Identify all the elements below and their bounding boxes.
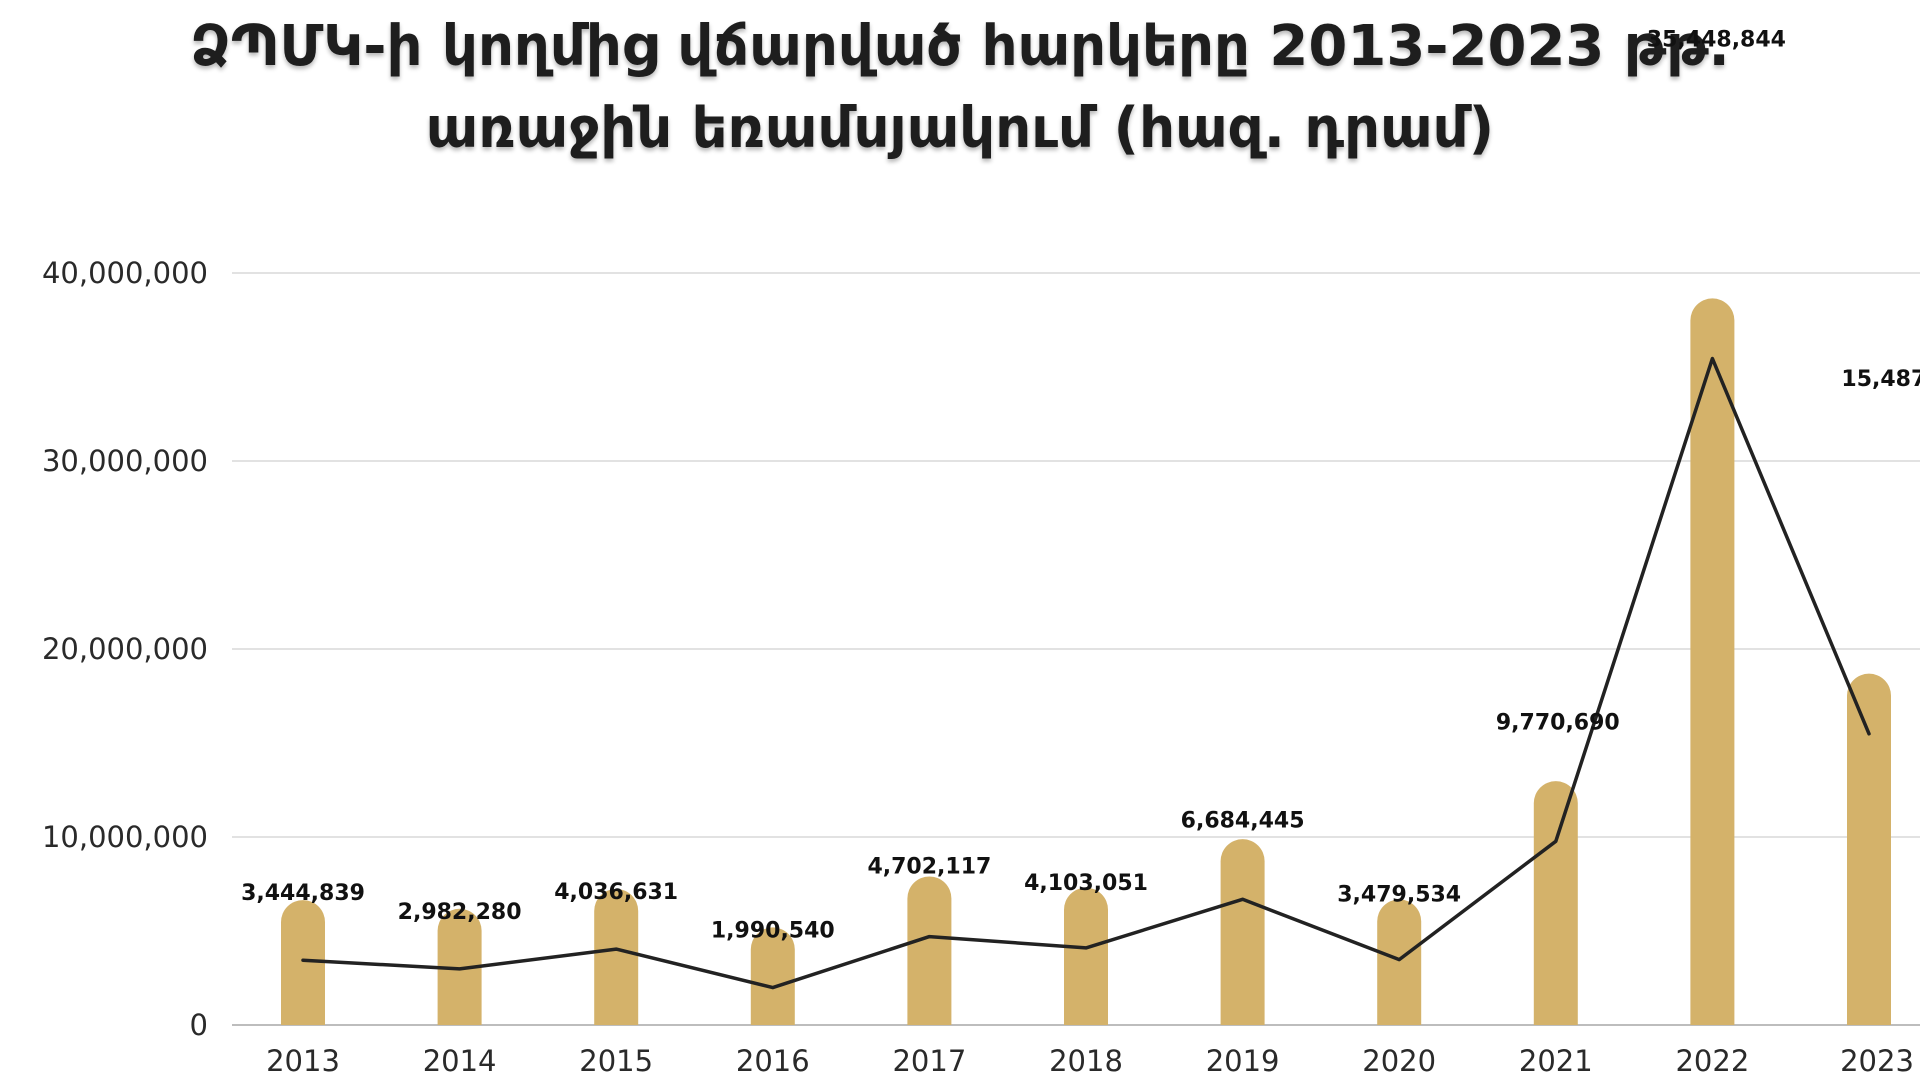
data-label-2017: 4,702,117	[867, 855, 991, 880]
data-label-2022: 35,448,844	[1647, 28, 1786, 53]
x-tick-label: 2016	[736, 1044, 810, 1078]
x-axis-ticks: 2013 2014 2015 2016 2017 2018 2019 2020 2021 2022…	[266, 1044, 1914, 1078]
data-label-2020: 3,479,534	[1337, 883, 1461, 908]
chart-title-line-1: ՁՊՄԿ-ի կողմից վճարված հարկերը 2013-2023 …	[190, 14, 1730, 79]
y-tick-label: 40,000,000	[42, 256, 208, 290]
bar-2017	[907, 876, 952, 1025]
bar-2022	[1690, 298, 1735, 1026]
data-label-2021: 9,770,690	[1496, 710, 1620, 735]
x-tick-label: 2023	[1840, 1044, 1914, 1078]
data-label-2023: 15,487,727	[1841, 367, 1920, 392]
data-label-2019: 6,684,445	[1181, 808, 1305, 833]
y-tick-label: 20,000,000	[42, 632, 208, 666]
bar-2018	[1064, 887, 1108, 1025]
bar-2016	[750, 927, 795, 1025]
x-tick-label: 2014	[423, 1044, 497, 1078]
line-series	[301, 356, 1871, 990]
x-tick-label: 2019	[1206, 1044, 1280, 1078]
y-tick-label: 10,000,000	[42, 820, 208, 854]
x-tick-label: 2021	[1519, 1044, 1593, 1078]
bar-2015	[594, 888, 639, 1025]
line-series-path	[301, 356, 1871, 990]
data-label-2013: 3,444,839	[241, 881, 365, 906]
chart-title-line-2: առաջին եռամսյակում (հազ. դրամ)	[425, 96, 1495, 161]
x-tick-label: 2018	[1049, 1044, 1123, 1078]
bar-2023	[1847, 673, 1891, 1025]
x-tick-label: 2020	[1362, 1044, 1436, 1078]
data-label-2015: 4,036,631	[554, 880, 678, 905]
bar-2013	[281, 900, 325, 1025]
x-tick-label: 2017	[892, 1044, 966, 1078]
data-labels: 3,444,839 2,982,280 4,036,631 1,990,540 4,70…	[241, 28, 1920, 944]
data-label-2018: 4,103,051	[1024, 871, 1148, 896]
x-tick-label: 2015	[579, 1044, 653, 1078]
chart-title: ՁՊՄԿ-ի կողմից վճարված հարկերը 2013-2023 …	[0, 0, 1920, 170]
bars	[281, 298, 1891, 1026]
x-tick-label: 2013	[266, 1044, 340, 1078]
bar-2019	[1220, 839, 1265, 1025]
y-axis-ticks: 0 10,000,000 20,000,000 30,000,000 40,000,00…	[42, 256, 208, 1042]
bar-2020	[1377, 899, 1422, 1025]
y-tick-label: 0	[190, 1008, 208, 1042]
bar-2014	[437, 908, 482, 1025]
y-tick-label: 30,000,000	[42, 444, 208, 478]
x-tick-label: 2022	[1675, 1044, 1749, 1078]
data-label-2014: 2,982,280	[398, 900, 522, 925]
bar-2021	[1533, 781, 1578, 1025]
data-label-2016: 1,990,540	[711, 919, 835, 944]
